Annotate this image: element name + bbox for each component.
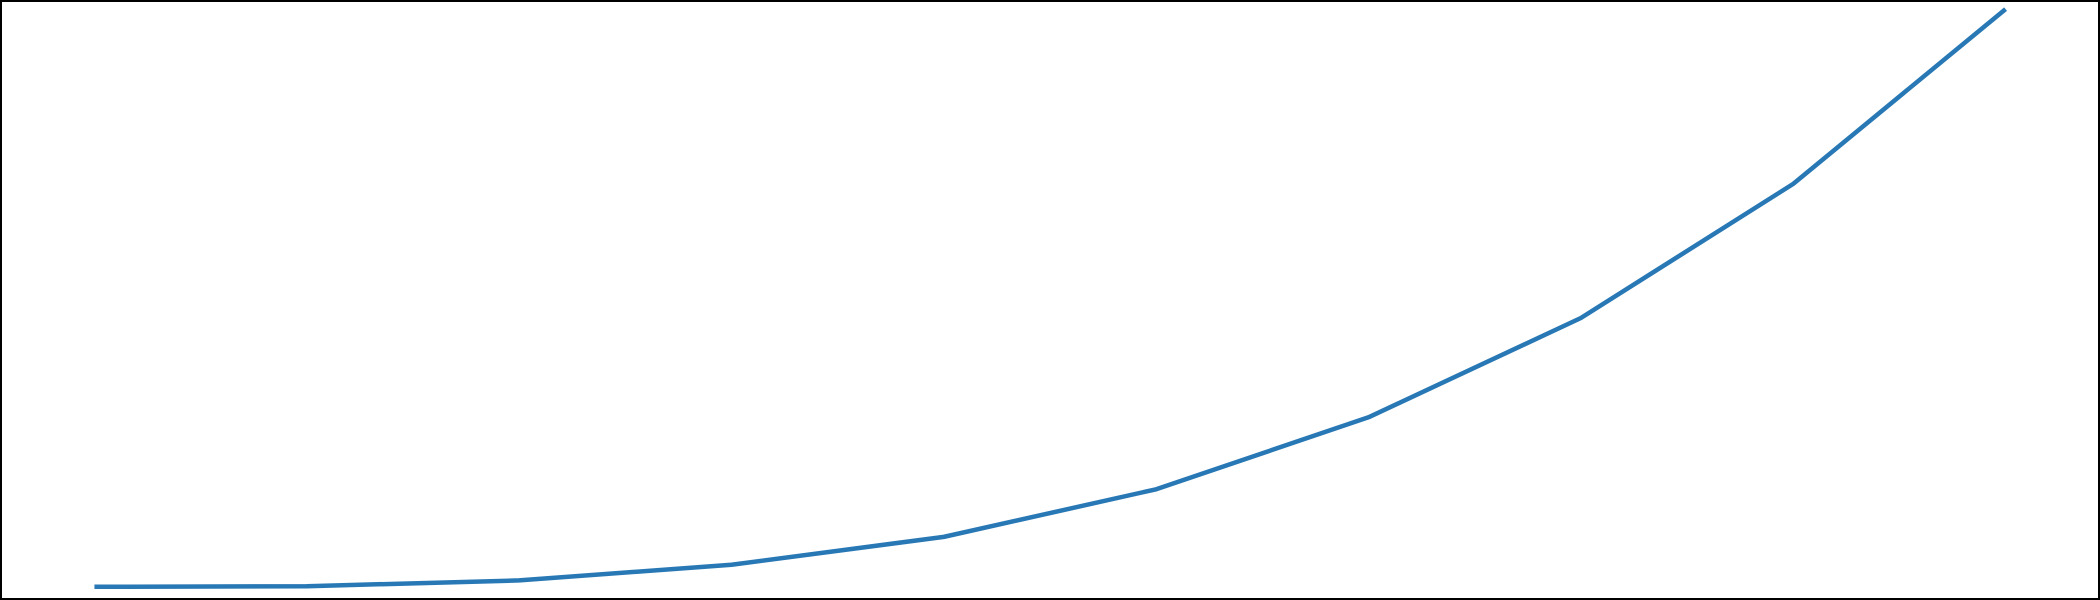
data-point [941,534,947,540]
data-point [2003,6,2009,12]
data-point [728,562,734,568]
data-point [1366,414,1372,420]
data-point [91,584,97,590]
series-line-1 [94,7,2007,590]
data-point [516,577,522,583]
data-point [304,583,310,589]
series-layer [91,6,2009,590]
data-point [1153,486,1159,492]
data-point [1578,315,1584,321]
data-point [1790,181,1796,187]
